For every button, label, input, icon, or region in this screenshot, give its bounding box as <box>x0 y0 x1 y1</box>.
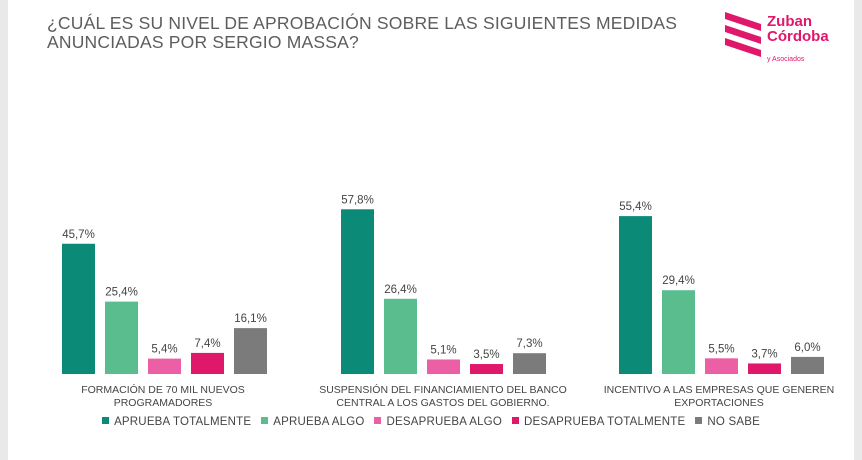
chart-title: ¿CUÁL ES SU NIVEL DE APROBACIÓN SOBRE LA… <box>47 13 678 52</box>
legend-item: DESAPRUEBA TOTALMENTE <box>511 416 686 428</box>
bar-value-label: 5,1% <box>430 344 456 356</box>
bar-value-label: 16,1% <box>234 313 267 325</box>
category-label: INCENTIVO A LAS EMPRESAS QUE GENEREN <box>604 384 834 396</box>
legend-swatch <box>511 417 519 424</box>
bar-2-2 <box>384 298 417 374</box>
bar-value-label: 45,7% <box>62 229 95 241</box>
bars-layer: 45,7% 57,8% 55,4% 25,4% 26,4% 29,4% 5,4% 5,1% 5,… <box>62 194 824 374</box>
bar-2-3 <box>662 290 695 374</box>
bar-1-2 <box>341 209 374 374</box>
category-label: PROGRAMADORES <box>114 397 213 409</box>
bar-value-label: 6,0% <box>794 342 820 354</box>
bar-value-label: 26,4% <box>384 284 417 296</box>
legend-swatch <box>102 417 110 424</box>
legend-label: NO SABE <box>707 416 760 428</box>
legend-label: DESAPRUEBA TOTALMENTE <box>523 416 686 428</box>
bar-value-label: 57,8% <box>341 194 374 206</box>
legend-item: NO SABE <box>695 416 760 428</box>
bar-value-label: 3,7% <box>751 348 777 360</box>
legend-label: APRUEBA TOTALMENTE <box>114 416 252 428</box>
bar-5-3 <box>791 356 824 374</box>
category-label: FORMACIÓN DE 70 MIL NUEVOS <box>81 383 245 396</box>
bar-value-label: 29,4% <box>662 275 695 287</box>
legend-swatch <box>695 417 703 424</box>
bar-value-label: 3,5% <box>473 349 499 361</box>
bar-value-label: 55,4% <box>619 201 652 213</box>
legend-item: DESAPRUEBA ALGO <box>374 416 502 428</box>
legend-swatch <box>261 417 269 424</box>
bar-value-label: 7,3% <box>516 338 542 350</box>
category-label: CENTRAL A LOS GASTOS DEL GOBIERNO. <box>336 397 549 409</box>
bar-4-2 <box>470 364 503 374</box>
legend-item: APRUEBA TOTALMENTE <box>102 416 251 428</box>
chart-card <box>8 0 854 460</box>
bar-1-3 <box>619 216 652 374</box>
legend-item: APRUEBA ALGO <box>261 416 364 428</box>
bar-value-label: 5,4% <box>151 344 177 356</box>
legend-label: DESAPRUEBA ALGO <box>386 416 502 428</box>
category-label: EXPORTACIONES <box>674 397 763 409</box>
logo-name: Zuban Córdoba <box>767 13 829 45</box>
legend: APRUEBA TOTALMENTE APRUEBA ALGO DESAPRUEBA… <box>0 416 862 428</box>
bar-value-label: 7,4% <box>194 338 220 350</box>
bar-4-3 <box>748 363 781 374</box>
bar-3-1 <box>148 358 181 374</box>
bar-2-1 <box>105 301 138 374</box>
legend-label: APRUEBA ALGO <box>273 416 365 428</box>
bar-value-label: 5,5% <box>708 343 734 355</box>
bar-chart: 45,7% 57,8% 55,4% 25,4% 26,4% 29,4% 5,4% 5,1% 5,… <box>62 194 834 409</box>
brand-logo: Zuban Córdoba y Asociados <box>723 10 848 70</box>
logo-subtitle: y Asociados <box>767 56 805 63</box>
bar-3-3 <box>705 358 738 374</box>
category-label: SUSPENSIÓN DEL FINANCIAMIENTO DEL BANCO <box>319 383 567 396</box>
bar-5-1 <box>234 328 267 374</box>
bar-4-1 <box>191 352 224 374</box>
logo-mark-icon <box>725 12 761 57</box>
legend-swatch <box>374 417 382 424</box>
bar-5-2 <box>513 353 546 374</box>
bar-value-label: 25,4% <box>105 287 138 299</box>
bar-3-2 <box>427 359 460 374</box>
bar-1-1 <box>62 243 95 374</box>
